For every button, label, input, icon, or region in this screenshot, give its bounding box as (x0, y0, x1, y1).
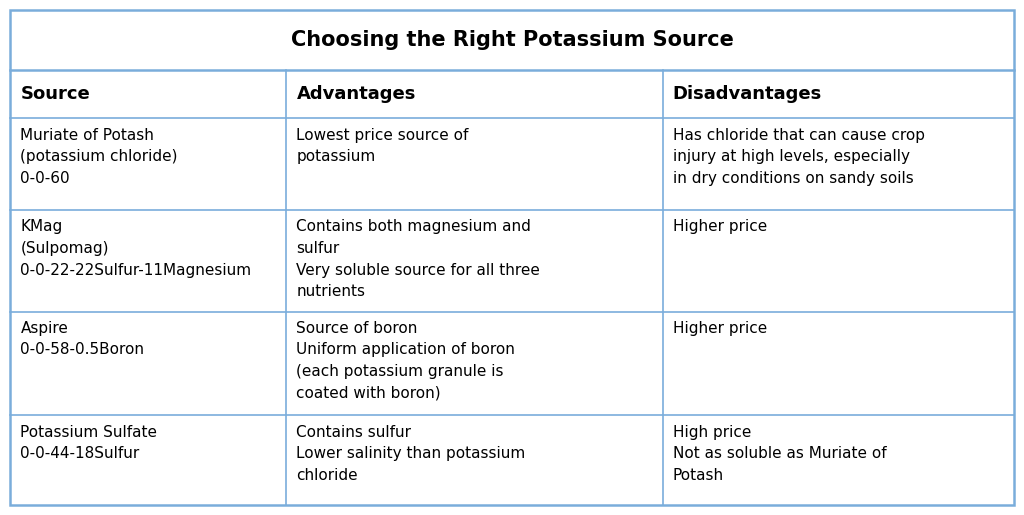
Text: KMag
(Sulpomag)
0-0-22-22Sulfur-11Magnesium: KMag (Sulpomag) 0-0-22-22Sulfur-11Magnes… (20, 219, 252, 278)
Text: Lowest price source of
potassium: Lowest price source of potassium (297, 128, 469, 164)
Text: Higher price: Higher price (673, 321, 767, 336)
Text: Muriate of Potash
(potassium chloride)
0-0-60: Muriate of Potash (potassium chloride) 0… (20, 128, 178, 186)
Text: Higher price: Higher price (673, 219, 767, 234)
Text: Contains sulfur
Lower salinity than potassium
chloride: Contains sulfur Lower salinity than pota… (297, 425, 525, 483)
Text: Advantages: Advantages (297, 85, 416, 103)
Text: Aspire
0-0-58-0.5Boron: Aspire 0-0-58-0.5Boron (20, 321, 144, 357)
Text: Has chloride that can cause crop
injury at high levels, especially
in dry condit: Has chloride that can cause crop injury … (673, 128, 925, 186)
Text: High price
Not as soluble as Muriate of
Potash: High price Not as soluble as Muriate of … (673, 425, 887, 483)
Text: Disadvantages: Disadvantages (673, 85, 822, 103)
Text: Source: Source (20, 85, 90, 103)
Text: Source of boron
Uniform application of boron
(each potassium granule is
coated w: Source of boron Uniform application of b… (297, 321, 515, 401)
Text: Choosing the Right Potassium Source: Choosing the Right Potassium Source (291, 30, 733, 50)
Text: Potassium Sulfate
0-0-44-18Sulfur: Potassium Sulfate 0-0-44-18Sulfur (20, 425, 158, 461)
Text: Contains both magnesium and
sulfur
Very soluble source for all three
nutrients: Contains both magnesium and sulfur Very … (297, 219, 541, 299)
